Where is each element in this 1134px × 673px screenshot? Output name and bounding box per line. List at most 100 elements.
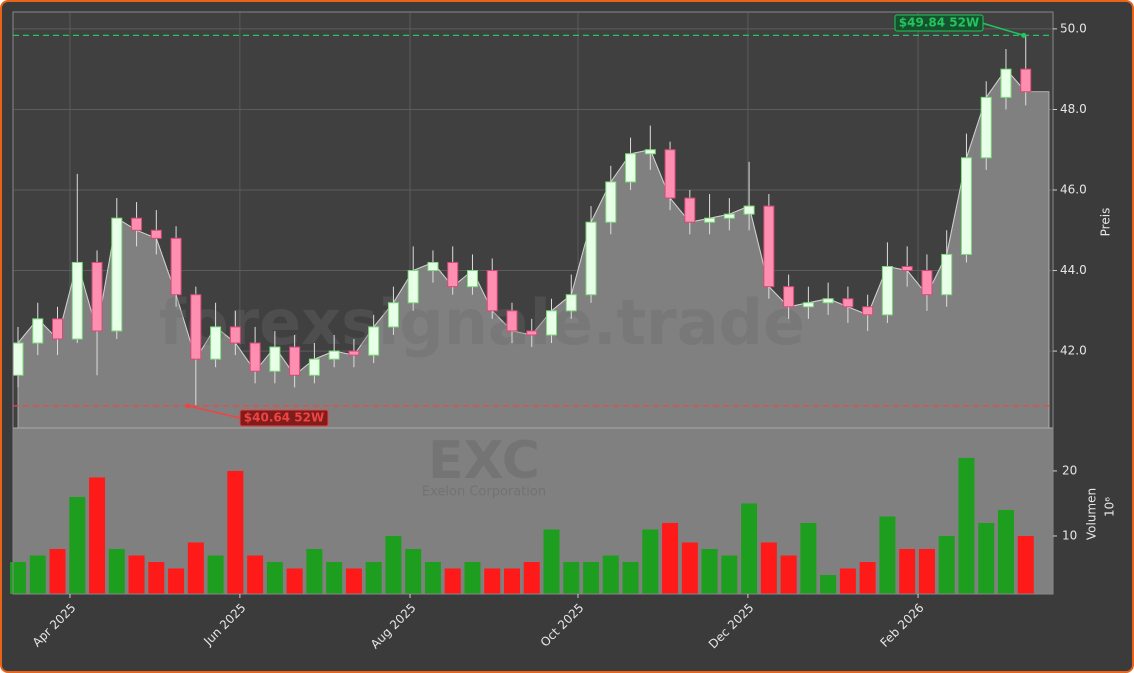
volume-bar xyxy=(148,561,165,594)
annotation-box xyxy=(894,14,984,32)
candle-body xyxy=(881,266,893,316)
volume-bar xyxy=(721,555,738,594)
volume-bar xyxy=(642,529,659,594)
candle-body xyxy=(842,298,854,308)
annotation-text: $40.64 52W xyxy=(244,411,324,425)
volume-bar xyxy=(918,548,935,594)
candle-body xyxy=(32,318,44,344)
volume-bar xyxy=(108,548,125,594)
plot-border xyxy=(12,11,1054,595)
y-axis-label: Preis xyxy=(1099,208,1113,237)
candle-body xyxy=(12,342,24,376)
volume-bar xyxy=(543,529,560,594)
volume-bar xyxy=(9,561,26,594)
volume-bar xyxy=(69,496,86,594)
volume-bar xyxy=(662,522,679,594)
annotation-arrow xyxy=(981,22,1024,37)
volume-bar xyxy=(997,509,1014,594)
y-tick-label: 42.0 xyxy=(1060,344,1087,358)
volume-multiplier: 10⁶ xyxy=(1103,497,1117,517)
volume-bar xyxy=(306,548,323,594)
candle-body xyxy=(348,350,360,356)
volume-tick-label: 20 xyxy=(1062,463,1077,477)
volume-bar xyxy=(1017,535,1034,594)
volume-bar xyxy=(89,477,106,594)
candle-body xyxy=(407,270,419,304)
volume-bar xyxy=(879,516,896,594)
candle-body xyxy=(862,306,874,316)
candle-body xyxy=(1000,68,1012,98)
candle-body xyxy=(901,266,913,272)
volume-bar xyxy=(741,503,758,594)
volume-bar xyxy=(899,548,916,594)
candle-body xyxy=(368,326,380,356)
candle-body xyxy=(546,310,558,336)
volume-bar xyxy=(464,561,481,594)
candle-body xyxy=(427,261,439,272)
candle-body xyxy=(387,302,399,328)
volume-bar xyxy=(29,555,46,594)
volume-bar xyxy=(800,522,817,594)
volume-bar xyxy=(207,555,224,594)
candle-body xyxy=(447,261,459,288)
volume-bar xyxy=(247,555,264,594)
candle-body xyxy=(565,294,577,312)
candle-body xyxy=(526,330,538,336)
annotation-arrowhead xyxy=(1021,32,1027,38)
candle-body xyxy=(605,181,617,223)
candle-body xyxy=(52,318,64,340)
volume-bar xyxy=(365,561,382,594)
x-tick-label: Jun 2025 xyxy=(200,601,248,649)
candle-body xyxy=(822,298,834,304)
candle-body xyxy=(308,358,320,376)
candle-body xyxy=(941,253,953,296)
volume-bar xyxy=(326,561,343,594)
volume-bar xyxy=(503,568,520,594)
candle-body xyxy=(269,346,281,372)
close-line xyxy=(17,68,1027,376)
candle-body xyxy=(249,342,261,372)
candle-body xyxy=(723,213,735,219)
volume-bar xyxy=(49,548,66,594)
volume-bar xyxy=(958,457,975,594)
candle-body xyxy=(229,326,241,344)
x-tick-label: Apr 2025 xyxy=(30,601,79,650)
candle-body xyxy=(210,326,222,360)
watermark: EXC xyxy=(428,431,540,491)
volume-bar xyxy=(978,522,995,594)
volume-bar xyxy=(286,568,303,594)
volume-bar xyxy=(405,548,422,594)
candle-body xyxy=(486,270,498,312)
candle-body xyxy=(170,237,182,296)
volume-bar xyxy=(622,561,639,594)
volume-bar xyxy=(602,555,619,594)
y-tick-label: 46.0 xyxy=(1060,182,1087,196)
candle-body xyxy=(150,229,162,239)
candle-body xyxy=(664,149,676,199)
volume-bar xyxy=(424,561,441,594)
x-tick-label: Feb 2026 xyxy=(877,601,926,650)
volume-bar xyxy=(859,561,876,594)
candle-body xyxy=(960,157,972,255)
volume-bar xyxy=(938,535,955,594)
candle-body xyxy=(684,197,696,223)
volume-bar xyxy=(583,561,600,594)
volume-bar xyxy=(266,561,283,594)
volume-bar xyxy=(168,568,185,594)
candle-body xyxy=(111,217,123,332)
candle-body xyxy=(328,350,340,360)
candle-body xyxy=(585,221,597,296)
candle-body xyxy=(644,149,656,155)
candle-body xyxy=(783,286,795,308)
volume-bar xyxy=(839,568,856,594)
x-tick-label: Aug 2025 xyxy=(368,601,419,652)
volume-tick-label: 10 xyxy=(1062,528,1077,542)
candle-body xyxy=(625,153,637,183)
volume-bar xyxy=(523,561,540,594)
volume-bar xyxy=(681,542,698,594)
annotation-text: $49.84 52W xyxy=(899,16,979,30)
candle-body xyxy=(91,261,103,332)
volume-bar xyxy=(701,548,718,594)
